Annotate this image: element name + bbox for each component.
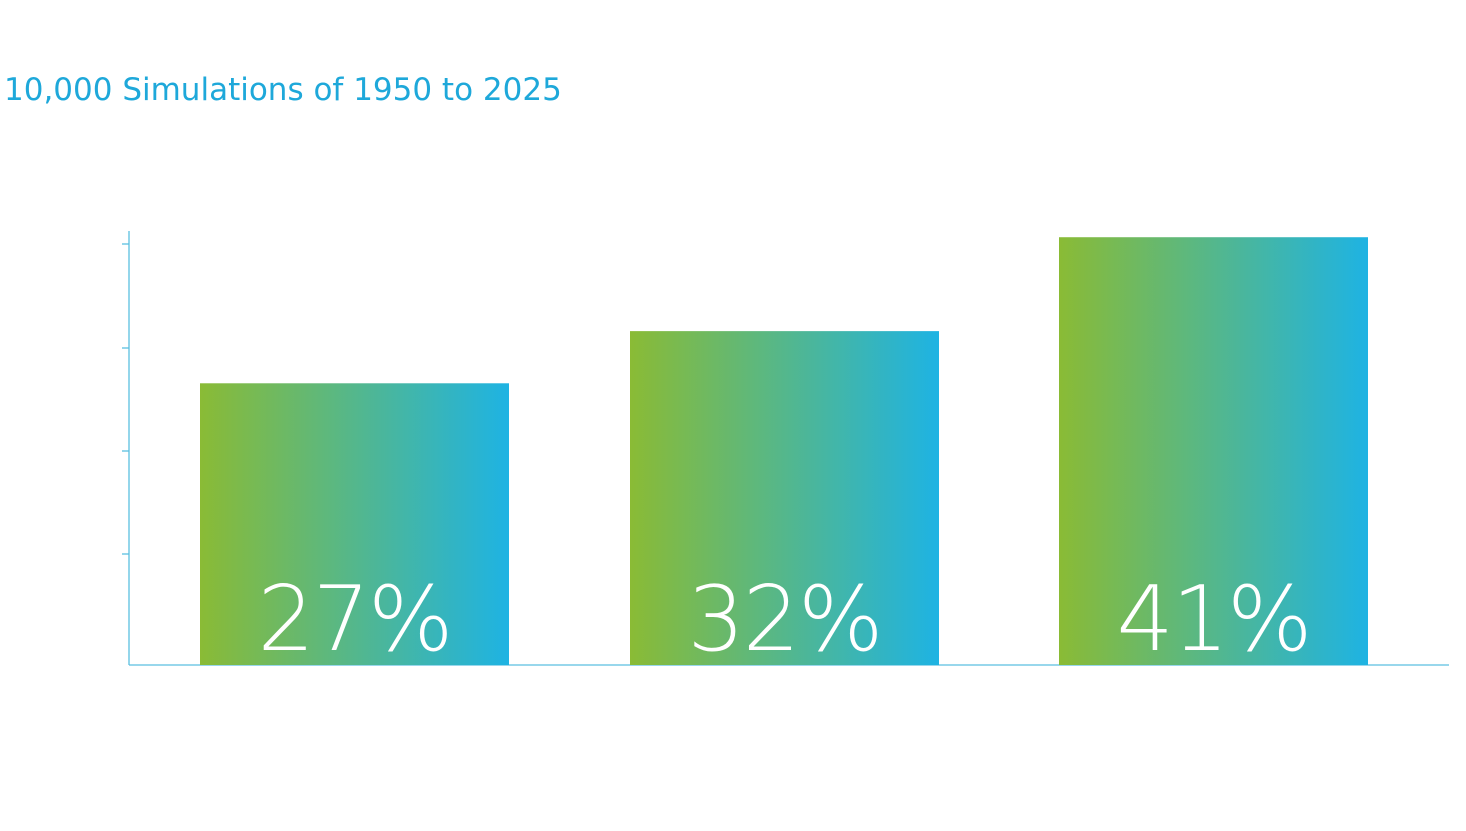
bar bbox=[1059, 237, 1368, 666]
chart-data-labels: 27% 32% 41% bbox=[257, 567, 1312, 672]
chart-bars bbox=[200, 237, 1368, 666]
chart-title: 10,000 Simulations of 1950 to 2025 bbox=[4, 72, 562, 108]
bar bbox=[630, 331, 939, 665]
bar-data-label: 32% bbox=[687, 567, 881, 672]
bar-data-label: 41% bbox=[1116, 567, 1310, 672]
bar-data-label: 27% bbox=[257, 567, 451, 672]
bar bbox=[200, 383, 509, 665]
